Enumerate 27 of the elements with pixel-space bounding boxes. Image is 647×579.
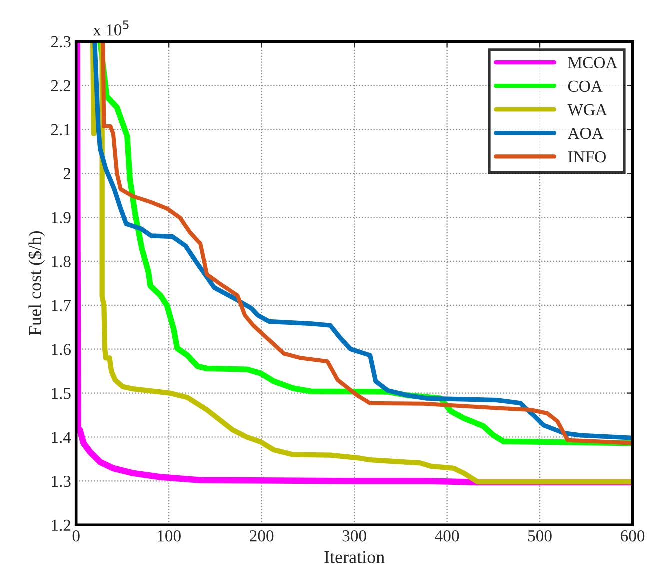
- x-tick-label: 300: [342, 530, 366, 542]
- y-tick-label: 1.6: [52, 344, 71, 356]
- x-tick-label: 600: [620, 530, 645, 542]
- y-tick-label: 2.3: [51, 36, 71, 48]
- x-tick-label: 100: [158, 530, 181, 542]
- y-tick-label: 2.1: [51, 124, 70, 136]
- y-tick-label: 1.9: [52, 212, 71, 224]
- x-tick-label: 200: [250, 530, 274, 542]
- text: x 10$^{5}$: [93, 20, 129, 36]
- x-tick-label: 0: [72, 530, 80, 542]
- legend-label: WGA: [568, 104, 608, 116]
- y-tick-label: 1.2: [52, 520, 71, 532]
- x-tick-label: 500: [528, 530, 552, 542]
- x-axis-title: Iteration: [324, 551, 385, 564]
- y-tick-label: 2: [64, 168, 71, 180]
- legend-label: MCOA: [568, 57, 618, 69]
- y-tick-label: 1.8: [52, 256, 71, 268]
- y-tick-label: 1.4: [52, 432, 72, 444]
- legend-label: AOA: [568, 128, 604, 140]
- y-axis-title: Fuel cost ($/h): [28, 232, 46, 336]
- y-tick-label: 2.2: [51, 80, 71, 92]
- legend-label: INFO: [568, 152, 606, 163]
- y-tick-label: 1.3: [52, 476, 71, 488]
- x-tick-label: 400: [435, 530, 460, 542]
- y-tick-label: 1.7: [52, 300, 72, 312]
- legend-label: COA: [568, 80, 603, 92]
- y-tick-label: 1.5: [52, 388, 71, 400]
